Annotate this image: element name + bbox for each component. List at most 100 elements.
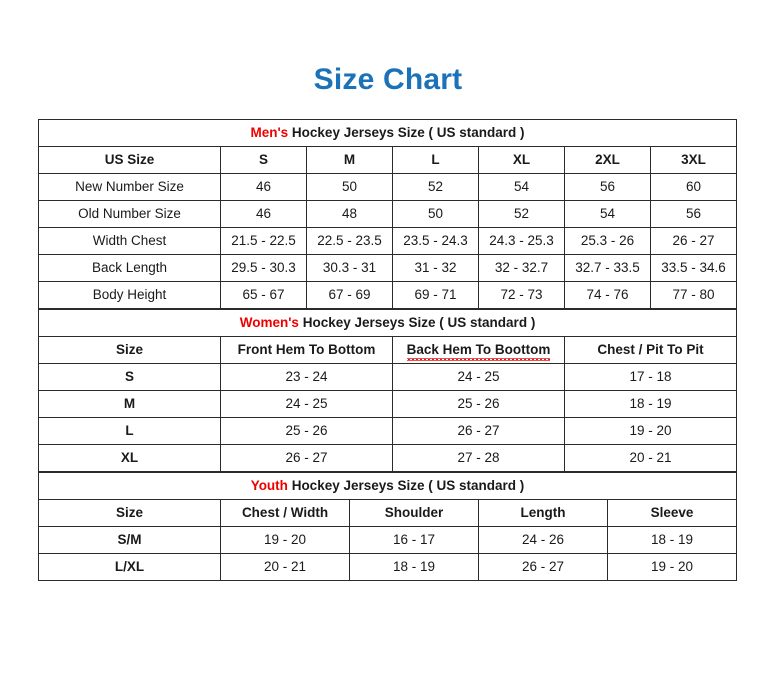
- womens-section-banner: Women's Hockey Jerseys Size ( US standar…: [37, 309, 738, 337]
- mens-cell-1-2: 50: [392, 200, 479, 228]
- youth-cell-1-0: 20 - 21: [220, 553, 350, 581]
- youth-banner-accent: Youth: [250, 477, 288, 493]
- youth-cell-0-0: 19 - 20: [220, 526, 350, 554]
- youth-col-header-4: Sleeve: [607, 499, 737, 527]
- youth-row-label-0: S/M: [38, 526, 221, 554]
- womens-cell-0-0: 23 - 24: [220, 363, 393, 391]
- youth-cell-0-3: 18 - 19: [607, 526, 737, 554]
- mens-cell-4-4: 74 - 76: [564, 281, 651, 309]
- mens-size-table: Men's Hockey Jerseys Size ( US standard …: [38, 119, 737, 309]
- mens-cell-4-2: 69 - 71: [392, 281, 479, 309]
- womens-cell-0-2: 17 - 18: [563, 363, 738, 391]
- mens-cell-1-3: 52: [478, 200, 565, 228]
- youth-cell-0-2: 24 - 26: [478, 526, 608, 554]
- youth-col-header-2: Shoulder: [349, 499, 479, 527]
- table-row: XL 26 - 27 27 - 28 20 - 21: [38, 444, 738, 472]
- mens-cell-4-0: 65 - 67: [220, 281, 307, 309]
- table-row: New Number Size 46 50 52 54 56 60: [38, 173, 737, 201]
- mens-cell-2-1: 22.5 - 23.5: [306, 227, 393, 255]
- mens-cell-4-1: 67 - 69: [306, 281, 393, 309]
- table-row: M 24 - 25 25 - 26 18 - 19: [38, 390, 738, 418]
- mens-cell-2-0: 21.5 - 22.5: [220, 227, 307, 255]
- mens-section-banner: Men's Hockey Jerseys Size ( US standard …: [38, 119, 737, 147]
- womens-cell-1-1: 25 - 26: [392, 390, 565, 418]
- mens-cell-3-0: 29.5 - 30.3: [220, 254, 307, 282]
- mens-cell-3-2: 31 - 32: [392, 254, 479, 282]
- mens-cell-0-5: 60: [650, 173, 737, 201]
- mens-cell-2-3: 24.3 - 25.3: [478, 227, 565, 255]
- table-row: Body Height 65 - 67 67 - 69 69 - 71 72 -…: [38, 281, 737, 309]
- womens-size-table: Women's Hockey Jerseys Size ( US standar…: [37, 309, 738, 472]
- section-banner-row: Men's Hockey Jerseys Size ( US standard …: [38, 119, 737, 147]
- mens-cell-0-3: 54: [478, 173, 565, 201]
- mens-cell-1-5: 56: [650, 200, 737, 228]
- mens-cell-1-1: 48: [306, 200, 393, 228]
- mens-cell-3-4: 32.7 - 33.5: [564, 254, 651, 282]
- mens-cell-0-2: 52: [392, 173, 479, 201]
- table-row: Old Number Size 46 48 50 52 54 56: [38, 200, 737, 228]
- mens-cell-0-1: 50: [306, 173, 393, 201]
- mens-col-header-0: US Size: [38, 146, 221, 174]
- womens-col-header-0: Size: [38, 336, 221, 364]
- mens-banner-rest: Hockey Jerseys Size ( US standard ): [288, 124, 525, 140]
- mens-cell-3-5: 33.5 - 34.6: [650, 254, 737, 282]
- womens-col-header-2: Back Hem To Boottom: [392, 336, 565, 364]
- youth-cell-1-3: 19 - 20: [607, 553, 737, 581]
- mens-cell-3-1: 30.3 - 31: [306, 254, 393, 282]
- section-banner-row: Youth Hockey Jerseys Size ( US standard …: [38, 472, 737, 500]
- mens-cell-4-3: 72 - 73: [478, 281, 565, 309]
- mens-row-label-4: Body Height: [38, 281, 221, 309]
- youth-cell-1-1: 18 - 19: [349, 553, 479, 581]
- size-tables-container: Men's Hockey Jerseys Size ( US standard …: [37, 119, 738, 581]
- mens-cell-2-4: 25.3 - 26: [564, 227, 651, 255]
- youth-col-header-1: Chest / Width: [220, 499, 350, 527]
- womens-col-header-3: Chest / Pit To Pit: [563, 336, 738, 364]
- youth-col-header-0: Size: [38, 499, 221, 527]
- womens-row-label-2: L: [38, 417, 221, 445]
- misspelled-text: Back Hem To Boottom: [406, 341, 551, 362]
- youth-cell-0-1: 16 - 17: [349, 526, 479, 554]
- womens-cell-1-2: 18 - 19: [563, 390, 738, 418]
- mens-row-label-2: Width Chest: [38, 227, 221, 255]
- womens-cell-1-0: 24 - 25: [220, 390, 393, 418]
- mens-col-header-5: 2XL: [564, 146, 651, 174]
- womens-banner-rest: Hockey Jerseys Size ( US standard ): [298, 314, 536, 330]
- mens-row-label-3: Back Length: [38, 254, 221, 282]
- womens-row-label-0: S: [38, 363, 221, 391]
- mens-row-label-1: Old Number Size: [38, 200, 221, 228]
- womens-row-label-1: M: [38, 390, 221, 418]
- womens-cell-0-1: 24 - 25: [392, 363, 565, 391]
- youth-banner-rest: Hockey Jerseys Size ( US standard ): [287, 477, 525, 493]
- mens-col-header-4: XL: [478, 146, 565, 174]
- table-row: Width Chest 21.5 - 22.5 22.5 - 23.5 23.5…: [38, 227, 737, 255]
- youth-size-table: Youth Hockey Jerseys Size ( US standard …: [38, 472, 737, 581]
- mens-cell-1-0: 46: [220, 200, 307, 228]
- table-row: Back Length 29.5 - 30.3 30.3 - 31 31 - 3…: [38, 254, 737, 282]
- womens-banner-accent: Women's: [239, 314, 299, 330]
- mens-cell-0-0: 46: [220, 173, 307, 201]
- column-header-row: US Size S M L XL 2XL 3XL: [38, 146, 737, 174]
- youth-col-header-3: Length: [478, 499, 608, 527]
- womens-cell-2-2: 19 - 20: [563, 417, 738, 445]
- youth-cell-1-2: 26 - 27: [478, 553, 608, 581]
- womens-cell-3-2: 20 - 21: [563, 444, 738, 472]
- section-banner-row: Women's Hockey Jerseys Size ( US standar…: [37, 309, 738, 337]
- mens-cell-2-5: 26 - 27: [650, 227, 737, 255]
- womens-row-label-3: XL: [38, 444, 221, 472]
- table-row: S 23 - 24 24 - 25 17 - 18: [38, 363, 738, 391]
- mens-col-header-2: M: [306, 146, 393, 174]
- womens-cell-2-0: 25 - 26: [220, 417, 393, 445]
- mens-cell-2-2: 23.5 - 24.3: [392, 227, 479, 255]
- table-row: L 25 - 26 26 - 27 19 - 20: [38, 417, 738, 445]
- page-title: Size Chart: [313, 63, 463, 96]
- mens-col-header-6: 3XL: [650, 146, 737, 174]
- mens-col-header-1: S: [220, 146, 307, 174]
- mens-cell-3-3: 32 - 32.7: [478, 254, 565, 282]
- mens-banner-accent: Men's: [250, 124, 289, 140]
- column-header-row: Size Front Hem To Bottom Back Hem To Boo…: [38, 336, 738, 364]
- mens-cell-4-5: 77 - 80: [650, 281, 737, 309]
- mens-row-label-0: New Number Size: [38, 173, 221, 201]
- womens-col-header-1: Front Hem To Bottom: [220, 336, 393, 364]
- youth-section-banner: Youth Hockey Jerseys Size ( US standard …: [38, 472, 737, 500]
